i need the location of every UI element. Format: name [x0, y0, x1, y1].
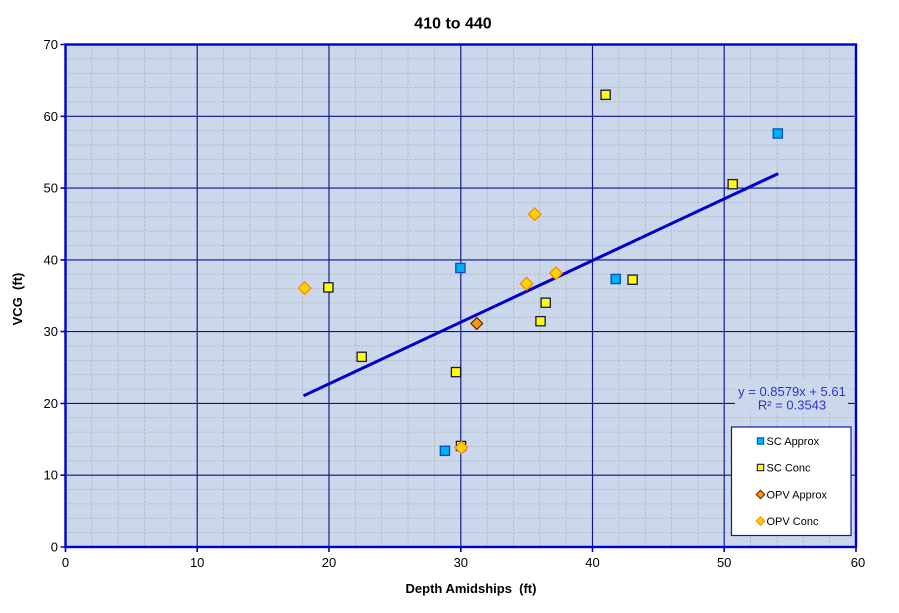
svg-text:40: 40 [44, 252, 58, 267]
svg-text:Depth Amidships (ft): Depth Amidships (ft) [406, 581, 537, 596]
svg-text:40: 40 [585, 555, 599, 570]
svg-text:OPV Conc: OPV Conc [767, 516, 819, 528]
svg-text:SC Approx: SC Approx [767, 436, 820, 448]
svg-text:10: 10 [190, 555, 204, 570]
svg-text:R² = 0.3543: R² = 0.3543 [758, 398, 826, 413]
svg-text:10: 10 [44, 468, 58, 483]
svg-text:0: 0 [62, 555, 69, 570]
svg-text:OPV Approx: OPV Approx [767, 490, 828, 502]
svg-text:VCG (ft): VCG (ft) [10, 273, 25, 326]
svg-text:50: 50 [717, 555, 731, 570]
svg-text:30: 30 [454, 555, 468, 570]
svg-text:20: 20 [44, 396, 58, 411]
svg-text:0: 0 [51, 540, 58, 555]
svg-text:70: 70 [44, 37, 58, 52]
svg-text:410 to 440: 410 to 440 [414, 16, 491, 33]
svg-text:y = 0.8579x + 5.61: y = 0.8579x + 5.61 [738, 384, 846, 399]
svg-text:30: 30 [44, 324, 58, 339]
svg-text:60: 60 [851, 555, 865, 570]
svg-text:SC Conc: SC Conc [767, 463, 812, 475]
svg-text:60: 60 [44, 109, 58, 124]
svg-text:50: 50 [44, 181, 58, 196]
svg-text:20: 20 [322, 555, 336, 570]
